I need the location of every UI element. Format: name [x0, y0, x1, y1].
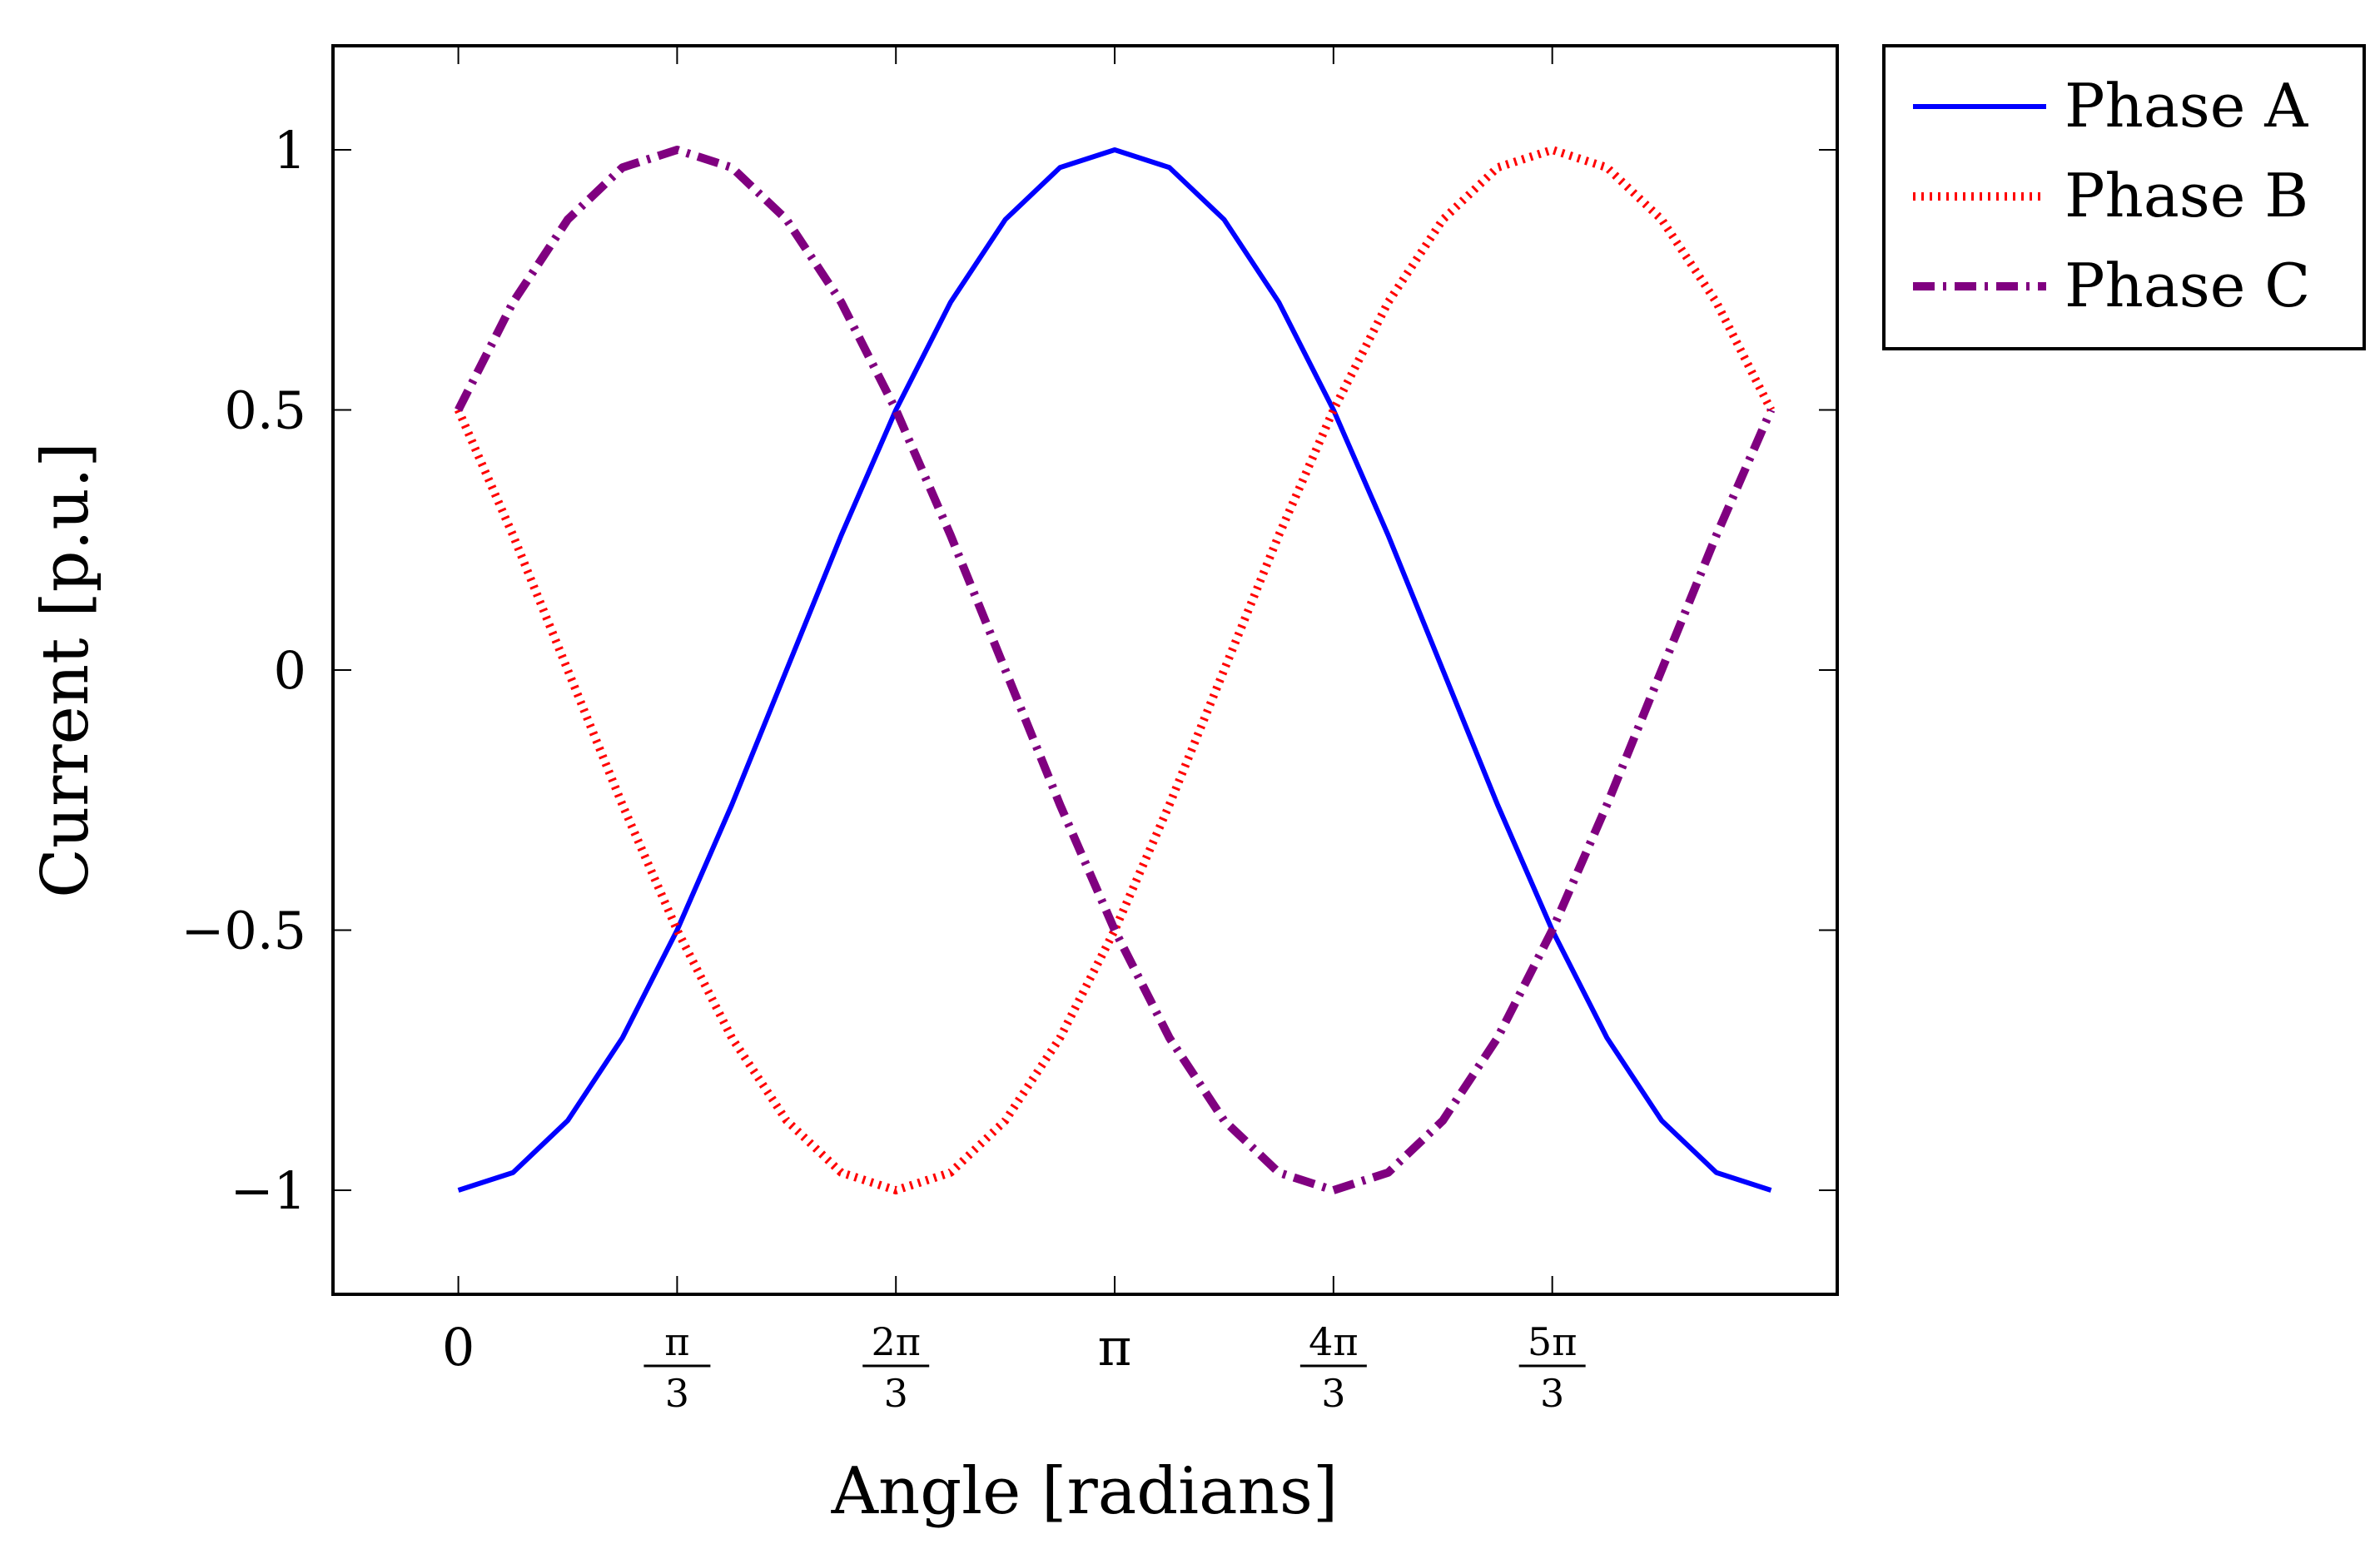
- x-tick-label-text: 0: [442, 1317, 475, 1378]
- x-tick-label-denominator: 3: [884, 1371, 908, 1416]
- x-tick-label: 5π3: [1518, 1319, 1586, 1416]
- x-tick-label-numerator: 4π: [1309, 1319, 1359, 1364]
- legend-label: Phase C: [2064, 251, 2310, 320]
- legend-item-phase-a: Phase A: [1913, 71, 2308, 141]
- y-tick-label: −0.5: [181, 901, 306, 961]
- series-line-phase-c: [455, 146, 1776, 1194]
- plot-area-frame: [331, 44, 1839, 1296]
- legend-label: Phase B: [2064, 161, 2308, 231]
- x-tick-label: π3: [643, 1319, 711, 1416]
- x-tick-label-numerator: 5π: [1528, 1319, 1578, 1364]
- legend-entries: Phase A Phase B Phase C: [1913, 71, 2310, 320]
- x-tick-label-numerator: 2π: [871, 1319, 921, 1364]
- y-tick-label: −1: [231, 1160, 306, 1221]
- x-axis-title: Angle [radians]: [831, 1454, 1339, 1529]
- x-tick-label-denominator: 3: [1540, 1371, 1564, 1416]
- x-tick-label: 0: [442, 1317, 475, 1378]
- y-tick-label: 1: [274, 120, 306, 181]
- y-tick-label: 0.5: [224, 380, 306, 441]
- series-line-phase-b: [454, 146, 1775, 1194]
- x-tick-label: 4π3: [1299, 1319, 1367, 1416]
- x-tick-label-denominator: 3: [1321, 1371, 1345, 1416]
- legend-item-phase-c: Phase C: [1913, 251, 2310, 320]
- x-tick-label-text: π: [1098, 1317, 1132, 1378]
- x-tick-label: π: [1098, 1317, 1132, 1378]
- legend-label: Phase A: [2064, 71, 2308, 141]
- y-axis-title: Current [p.u.]: [28, 442, 103, 898]
- legend: Phase A Phase B Phase C: [1882, 44, 2366, 350]
- series-layer: [454, 146, 1776, 1194]
- x-tick-label-denominator: 3: [665, 1371, 689, 1416]
- y-tick-label: 0: [274, 640, 306, 701]
- series-line-phase-a: [457, 147, 1772, 1193]
- axis-ticks: [333, 46, 1837, 1294]
- legend-item-phase-b: Phase B: [1913, 161, 2308, 231]
- x-tick-label: 2π3: [862, 1319, 930, 1416]
- x-tick-label-numerator: π: [664, 1319, 689, 1364]
